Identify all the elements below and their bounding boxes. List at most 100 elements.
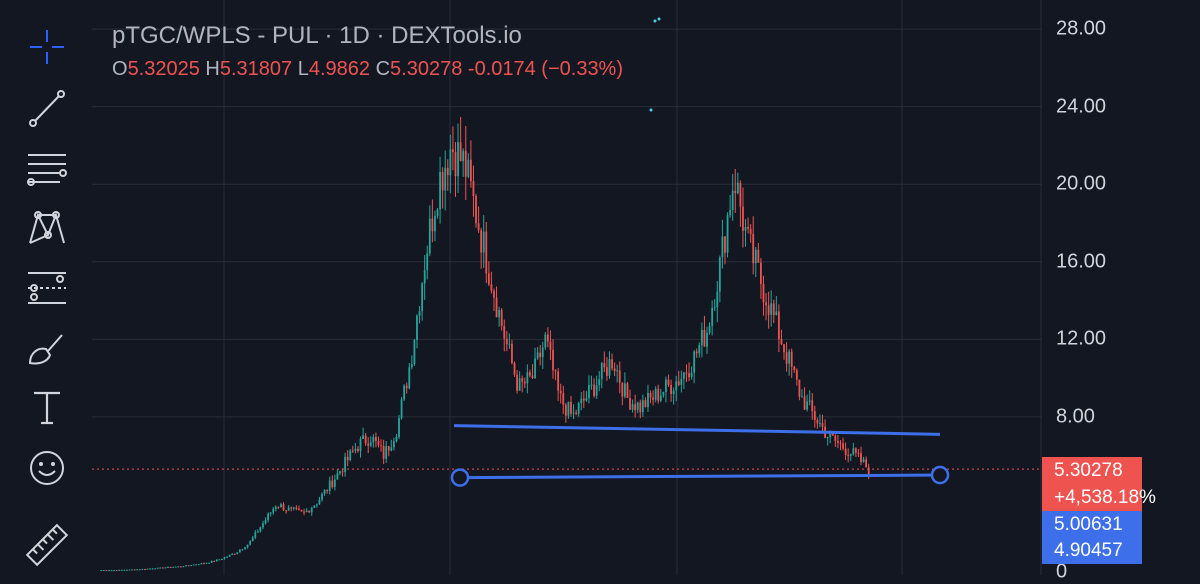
trendline-icon[interactable] xyxy=(22,83,72,133)
open-value: 5.32025 xyxy=(127,58,200,80)
candle-body xyxy=(408,367,411,389)
candle-body xyxy=(298,508,300,511)
candle-body xyxy=(803,396,806,410)
candle-body xyxy=(336,473,339,480)
candle-body xyxy=(477,223,480,231)
candle-body xyxy=(238,549,241,553)
candle-body xyxy=(256,531,259,533)
candle-body xyxy=(647,392,649,408)
candle-body xyxy=(190,565,193,567)
candle-body xyxy=(372,437,375,443)
candle-body xyxy=(808,400,811,402)
candle-body xyxy=(398,418,400,438)
candle-body xyxy=(321,493,323,500)
candle-body xyxy=(156,567,159,569)
candle-body xyxy=(600,363,603,380)
candle-body xyxy=(115,570,118,572)
candle-body xyxy=(113,570,116,572)
candle-body xyxy=(580,398,583,404)
candle-body xyxy=(439,171,441,210)
candle-body xyxy=(208,562,210,564)
candle-body xyxy=(426,253,429,271)
candle-body xyxy=(821,423,824,427)
candle-body xyxy=(326,489,329,491)
price-axis[interactable]: 28.00 24.00 20.00 16.00 12.00 8.00 0 xyxy=(1042,0,1200,583)
y-tick-label: 12.00 xyxy=(1056,327,1107,350)
candle-body xyxy=(490,284,493,291)
candle-body xyxy=(860,453,862,463)
candle-body xyxy=(795,370,798,380)
candle-body xyxy=(567,401,570,416)
price-chart[interactable] xyxy=(92,0,1042,575)
candle-body xyxy=(172,566,175,568)
candle-body xyxy=(359,438,362,452)
candle-body xyxy=(754,249,757,264)
lower-trend-badge: 4.90457 xyxy=(1042,538,1142,564)
candle-body xyxy=(241,549,244,551)
brush-icon[interactable] xyxy=(22,323,72,373)
candle-body xyxy=(672,390,675,395)
candle-body xyxy=(367,443,370,446)
candle-body xyxy=(644,400,647,408)
candle-body xyxy=(834,435,837,441)
candle-body xyxy=(844,448,847,455)
candle-body xyxy=(138,569,141,571)
candle-body xyxy=(110,570,113,572)
candle-body xyxy=(831,432,834,436)
candle-body xyxy=(500,309,503,326)
candle-body xyxy=(544,334,547,348)
candle-body xyxy=(677,381,680,385)
candle-body xyxy=(341,471,344,473)
candle-body xyxy=(169,566,172,568)
candle-body xyxy=(865,459,868,468)
candle-body xyxy=(837,440,839,443)
fib-retracement-icon[interactable] xyxy=(22,143,72,193)
candle-body xyxy=(641,400,644,413)
emoji-icon[interactable] xyxy=(22,443,72,493)
candle-body xyxy=(339,471,341,474)
candle-body xyxy=(144,568,146,570)
candle-body xyxy=(546,334,549,342)
candle-body xyxy=(711,307,714,326)
candle-body xyxy=(236,552,239,554)
ruler-icon[interactable] xyxy=(22,520,72,570)
candle-body xyxy=(667,379,670,386)
crosshair-icon[interactable] xyxy=(22,22,72,72)
candle-body xyxy=(267,513,270,521)
candle-body xyxy=(816,419,819,424)
candle-body xyxy=(698,345,701,354)
candle-body xyxy=(434,215,436,232)
candle-body xyxy=(849,454,852,456)
candle-body xyxy=(446,167,449,176)
candle-body xyxy=(505,338,508,345)
candle-body xyxy=(285,510,287,512)
candle-body xyxy=(534,358,536,379)
xabcd-pattern-icon[interactable] xyxy=(22,203,72,253)
candle-body xyxy=(706,332,708,347)
candle-body xyxy=(736,182,739,194)
text-icon[interactable] xyxy=(22,383,72,433)
candle-body xyxy=(182,566,185,568)
candle-body xyxy=(826,437,829,439)
candle-body xyxy=(375,437,377,441)
candle-body xyxy=(454,152,457,177)
candle-body xyxy=(475,195,477,224)
candle-body xyxy=(523,381,526,384)
candle-body xyxy=(323,489,326,494)
change-badge: +4,538.18% xyxy=(1042,485,1156,511)
candle-body xyxy=(441,171,444,191)
candle-body xyxy=(770,303,773,315)
candle-body xyxy=(405,385,408,389)
candle-body xyxy=(665,379,667,393)
projection-icon[interactable] xyxy=(22,263,72,313)
candle-body xyxy=(300,510,303,512)
candle-body xyxy=(421,283,424,312)
candle-body xyxy=(485,231,488,274)
candle-body xyxy=(572,412,575,414)
candle-body xyxy=(744,226,747,231)
upper-trendline xyxy=(453,424,941,436)
candle-body xyxy=(716,291,719,308)
candle-body xyxy=(292,507,295,509)
candle-body xyxy=(726,215,729,253)
candle-body xyxy=(146,568,149,570)
